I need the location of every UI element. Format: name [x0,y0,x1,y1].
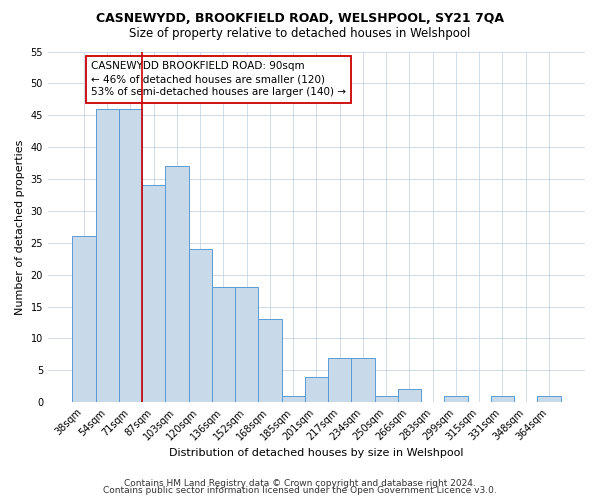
Bar [166,166,188,402]
Bar [281,396,305,402]
Text: CASNEWYDD BROOKFIELD ROAD: 90sqm
← 46% of detached houses are smaller (120)
53% : CASNEWYDD BROOKFIELD ROAD: 90sqm ← 46% o… [91,61,346,98]
Bar [235,288,259,402]
Bar [95,109,119,402]
Bar [491,396,514,402]
Bar [142,186,166,402]
Bar [328,358,352,402]
Bar [305,376,328,402]
Bar [119,109,142,402]
Bar [398,390,421,402]
Bar [352,358,374,402]
Bar [538,396,560,402]
Bar [445,396,467,402]
Text: Contains HM Land Registry data © Crown copyright and database right 2024.: Contains HM Land Registry data © Crown c… [124,478,476,488]
Bar [73,236,95,402]
Bar [374,396,398,402]
Bar [188,249,212,402]
Text: Contains public sector information licensed under the Open Government Licence v3: Contains public sector information licen… [103,486,497,495]
Bar [259,320,281,402]
Y-axis label: Number of detached properties: Number of detached properties [15,139,25,314]
Text: CASNEWYDD, BROOKFIELD ROAD, WELSHPOOL, SY21 7QA: CASNEWYDD, BROOKFIELD ROAD, WELSHPOOL, S… [96,12,504,26]
Text: Size of property relative to detached houses in Welshpool: Size of property relative to detached ho… [130,28,470,40]
X-axis label: Distribution of detached houses by size in Welshpool: Distribution of detached houses by size … [169,448,464,458]
Bar [212,288,235,402]
